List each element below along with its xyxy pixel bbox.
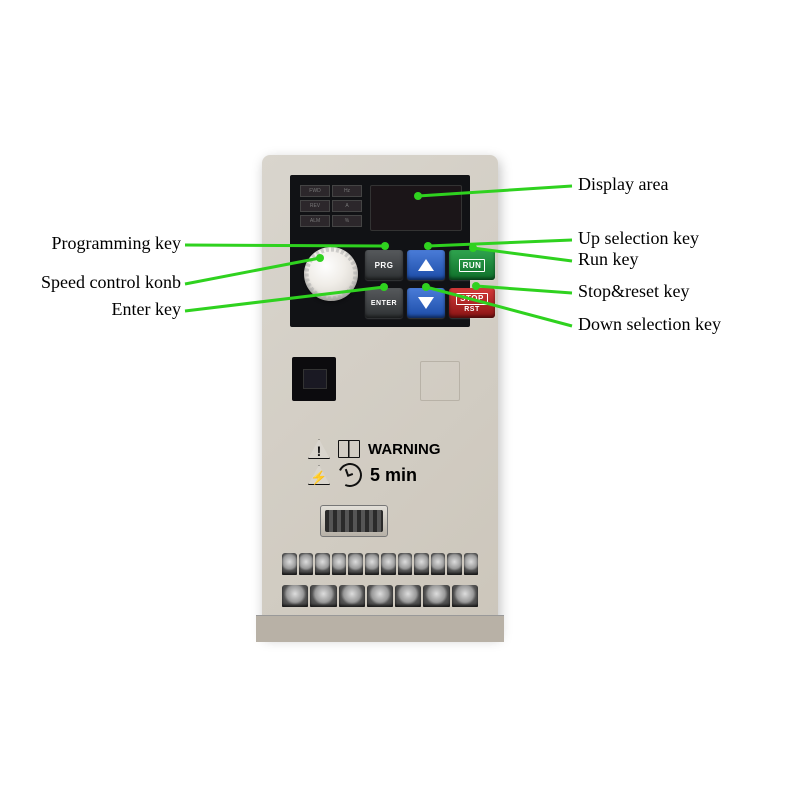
label-enter-key: Enter key — [112, 299, 181, 320]
run-button[interactable]: RUN — [449, 250, 495, 280]
label-programming-key: Programming key — [52, 233, 181, 254]
indicator-grid: FWD Hz REV A ALM % — [300, 185, 364, 229]
dip-dial — [320, 505, 388, 537]
label-stop-key: Stop&reset key — [578, 281, 689, 302]
display-screen — [370, 185, 462, 231]
shock-triangle-icon: ⚡ — [308, 465, 330, 485]
rj45-port — [292, 357, 336, 401]
warning-label-area: ! WARNING ⚡ 5 min — [308, 435, 486, 491]
label-up-key: Up selection key — [578, 228, 699, 249]
warning-text: WARNING — [368, 441, 441, 458]
manual-icon — [338, 440, 360, 458]
amp-indicator: A — [332, 200, 362, 212]
hz-indicator: Hz — [332, 185, 362, 197]
label-down-key: Down selection key — [578, 314, 721, 335]
warning-triangle-icon: ! — [308, 439, 330, 459]
arrow-up-icon — [418, 259, 434, 271]
rev-indicator: REV — [300, 200, 330, 212]
prg-button[interactable]: PRG — [365, 250, 403, 280]
discharge-time-text: 5 min — [370, 465, 417, 486]
label-speed-knob: Speed control konb — [41, 272, 181, 293]
terminal-row-lower — [282, 585, 478, 607]
clock-icon — [335, 460, 366, 491]
vfd-device: FWD Hz REV A ALM % PRG ENTER RUN STOP RS… — [262, 155, 498, 635]
mount-base — [256, 615, 504, 642]
pct-indicator: % — [332, 215, 362, 227]
stop-button[interactable]: STOP RST — [449, 288, 495, 318]
down-button[interactable] — [407, 288, 445, 318]
enter-button[interactable]: ENTER — [365, 288, 403, 318]
fwd-indicator: FWD — [300, 185, 330, 197]
alarm-indicator: ALM — [300, 215, 330, 227]
label-display-area: Display area — [578, 174, 668, 195]
terminal-row-upper — [282, 553, 478, 575]
up-button[interactable] — [407, 250, 445, 280]
control-panel: FWD Hz REV A ALM % PRG ENTER RUN STOP RS… — [290, 175, 470, 327]
speed-control-knob[interactable] — [304, 247, 358, 301]
blank-cover — [420, 361, 460, 401]
arrow-down-icon — [418, 297, 434, 309]
label-run-key: Run key — [578, 249, 639, 270]
